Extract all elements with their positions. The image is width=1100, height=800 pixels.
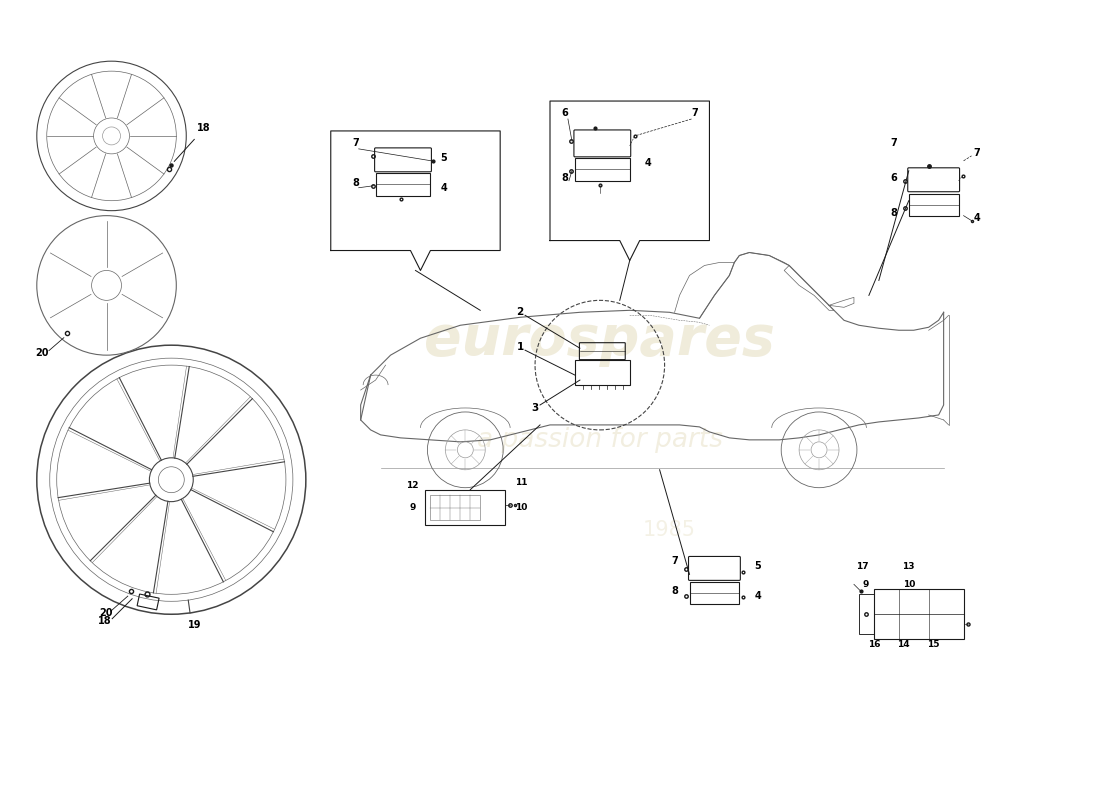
Bar xyxy=(575,158,629,181)
Text: 4: 4 xyxy=(440,182,447,193)
Text: 20: 20 xyxy=(35,348,48,358)
Bar xyxy=(430,494,481,519)
Text: 1: 1 xyxy=(517,342,524,352)
Text: 7: 7 xyxy=(352,138,359,148)
Bar xyxy=(375,173,430,196)
Text: 4: 4 xyxy=(974,213,980,222)
Bar xyxy=(859,594,873,634)
Text: 2: 2 xyxy=(517,307,524,318)
Text: 9: 9 xyxy=(862,580,869,590)
Text: 18: 18 xyxy=(98,616,112,626)
Text: 18: 18 xyxy=(197,123,211,134)
Text: 8: 8 xyxy=(561,173,569,182)
Text: 13: 13 xyxy=(902,562,915,571)
Bar xyxy=(426,490,505,525)
Text: 10: 10 xyxy=(903,580,915,590)
Bar xyxy=(138,594,160,610)
Text: 4: 4 xyxy=(755,591,761,602)
Text: 5: 5 xyxy=(755,562,761,571)
Text: 8: 8 xyxy=(352,178,359,188)
Text: 12: 12 xyxy=(406,481,419,490)
Text: 17: 17 xyxy=(856,562,869,571)
Text: 4: 4 xyxy=(645,158,651,168)
Text: 15: 15 xyxy=(927,640,939,649)
Text: 3: 3 xyxy=(531,403,539,413)
Bar xyxy=(690,582,739,604)
Text: 8: 8 xyxy=(671,586,678,596)
Text: 11: 11 xyxy=(515,478,528,486)
Text: 10: 10 xyxy=(515,502,528,512)
Text: 1985: 1985 xyxy=(644,519,696,539)
Text: 8: 8 xyxy=(890,208,898,218)
Text: 7: 7 xyxy=(671,557,678,566)
Text: 19: 19 xyxy=(188,620,201,630)
Text: eurospares: eurospares xyxy=(425,314,776,367)
Text: 7: 7 xyxy=(890,138,898,148)
Text: 7: 7 xyxy=(691,108,697,118)
Bar xyxy=(909,194,958,216)
Text: 16: 16 xyxy=(868,640,880,649)
Bar xyxy=(575,360,629,385)
Text: 7: 7 xyxy=(974,148,980,158)
Text: 14: 14 xyxy=(898,640,910,649)
Text: 6: 6 xyxy=(890,173,898,182)
Text: 20: 20 xyxy=(99,608,112,618)
Text: 6: 6 xyxy=(562,108,569,118)
Bar xyxy=(873,590,964,639)
Text: 9: 9 xyxy=(409,502,416,512)
Text: 5: 5 xyxy=(440,153,447,163)
Text: a passion for parts: a passion for parts xyxy=(476,427,723,453)
